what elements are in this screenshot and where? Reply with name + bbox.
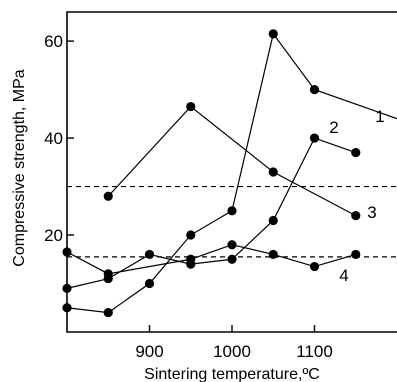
series-3-point <box>144 278 155 289</box>
y-tick-label-20: 20 <box>44 226 63 245</box>
x-tick-label-1100: 1100 <box>296 342 333 361</box>
y-tick-label-60: 60 <box>44 32 63 51</box>
series-1-point <box>186 101 196 112</box>
series-4-point <box>309 261 320 272</box>
series-4-point <box>351 249 361 260</box>
series-2-line <box>66 137 356 289</box>
series-label-3: 3 <box>367 203 376 222</box>
series-2-point <box>227 254 237 264</box>
series-3-point <box>268 29 278 39</box>
series-1-line <box>107 105 357 217</box>
series-1-point <box>351 211 361 221</box>
series-label-2: 2 <box>329 118 338 137</box>
series-2-point <box>351 148 361 158</box>
series-2-point <box>144 249 155 260</box>
x-tick-label-900: 900 <box>135 342 163 361</box>
y-axis-label: Compressive strength, MPa <box>11 69 28 267</box>
series-4-point <box>268 249 278 260</box>
x-tick-label-1000: 1000 <box>213 342 251 361</box>
series-3-point <box>186 230 196 240</box>
series-3-line <box>66 32 397 314</box>
series-3-point <box>103 308 113 318</box>
series-3-point <box>309 84 320 95</box>
series-4-point <box>227 240 237 250</box>
x-axis-label: Sintering temperature,ºC <box>144 366 320 382</box>
series-label-1: 1 <box>375 107 384 126</box>
series-1-point <box>103 191 113 201</box>
series-3-point <box>227 206 237 216</box>
y-tick-label-40: 40 <box>44 129 63 148</box>
series-2-point <box>268 215 278 226</box>
series-label-4: 4 <box>339 266 348 285</box>
series-4-point <box>186 254 196 264</box>
series-4-point <box>103 269 113 279</box>
series-2-point <box>309 133 320 143</box>
series-1-point <box>268 167 278 177</box>
